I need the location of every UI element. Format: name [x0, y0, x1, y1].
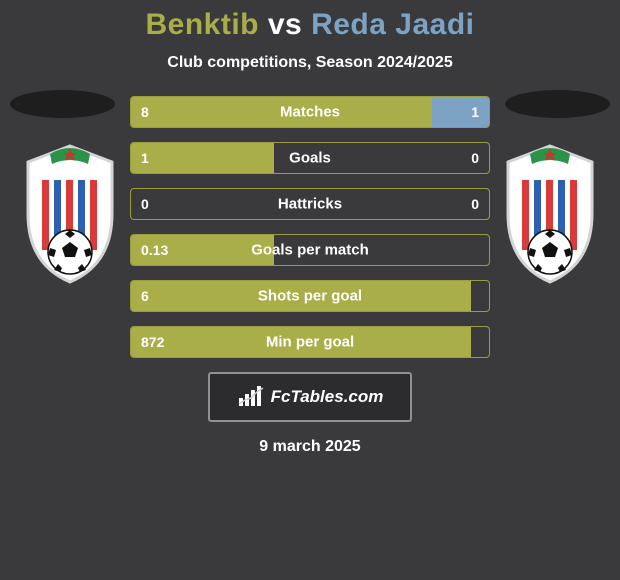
stat-label: Goals — [131, 150, 489, 167]
stats-container: 8Matches11Goals00Hattricks00.13Goals per… — [130, 90, 490, 358]
stat-value-right: 0 — [471, 196, 479, 212]
watermark-badge: FcTables.com — [208, 372, 412, 422]
date-label: 9 march 2025 — [0, 438, 620, 456]
stat-label: Shots per goal — [131, 288, 489, 305]
stat-row: 872Min per goal — [130, 326, 490, 358]
player2-name: Reda Jaadi — [311, 8, 474, 41]
stat-label: Goals per match — [131, 242, 489, 259]
stat-label: Matches — [131, 104, 489, 121]
stat-value-right: 1 — [471, 104, 479, 120]
player1-club-badge — [20, 144, 120, 284]
player2-shadow — [505, 90, 610, 118]
stat-row: 1Goals0 — [130, 142, 490, 174]
stat-label: Min per goal — [131, 334, 489, 351]
comparison-title: Benktib vs Reda Jaadi — [0, 0, 620, 42]
stat-label: Hattricks — [131, 196, 489, 213]
player1-name: Benktib — [146, 8, 260, 41]
stat-row: 6Shots per goal — [130, 280, 490, 312]
stat-row: 0Hattricks0 — [130, 188, 490, 220]
watermark-chart-icon — [237, 386, 265, 408]
watermark-text: FcTables.com — [271, 387, 384, 407]
stat-value-right: 0 — [471, 150, 479, 166]
player2-club-badge — [500, 144, 600, 284]
stat-row: 0.13Goals per match — [130, 234, 490, 266]
subtitle: Club competitions, Season 2024/2025 — [0, 54, 620, 72]
main-area: 8Matches11Goals00Hattricks00.13Goals per… — [0, 90, 620, 456]
vs-label: vs — [268, 8, 302, 41]
stat-row: 8Matches1 — [130, 96, 490, 128]
player1-shadow — [10, 90, 115, 118]
